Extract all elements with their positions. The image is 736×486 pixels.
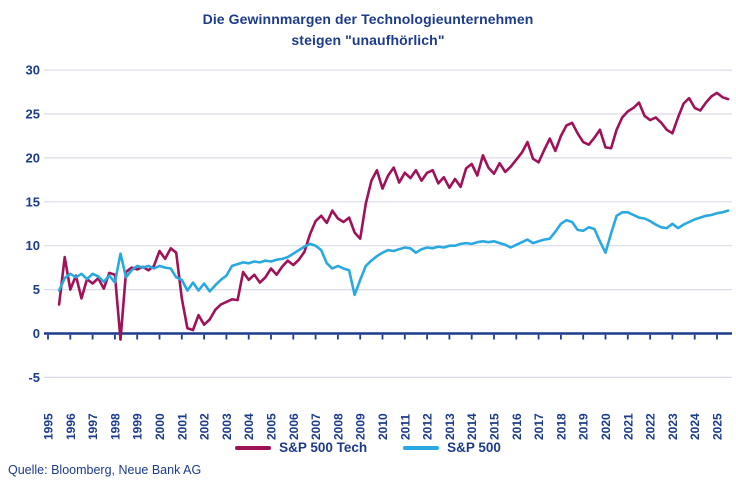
x-tick-label: 2018	[554, 413, 568, 440]
x-tick-label: 2013	[443, 413, 457, 440]
x-tick-label: 1998	[108, 413, 122, 440]
x-tick-label: 2000	[153, 413, 167, 440]
y-tick-label: -5	[28, 370, 40, 385]
x-tick-label: 2010	[376, 413, 390, 440]
legend-item-sp500: S&P 500	[403, 440, 501, 455]
x-tick-label: 1999	[131, 413, 145, 440]
y-tick-label: 25	[26, 107, 40, 122]
sp500-line-swatch	[403, 445, 440, 450]
y-tick-label: 30	[26, 63, 40, 78]
x-tick-label: 2011	[398, 414, 412, 440]
chart-title-line2: steigen "unaufhörlich"	[291, 32, 445, 48]
y-tick-label: 10	[26, 238, 40, 253]
x-tick-label: 2007	[309, 413, 323, 440]
x-tick-label: 2014	[465, 413, 479, 440]
x-tick-label: 2003	[220, 413, 234, 440]
x-tick-label: 2008	[331, 413, 345, 440]
chart-title-line1: Die Gewinnmargen der Technologieunterneh…	[202, 11, 534, 27]
x-tick-label: 1997	[86, 413, 100, 440]
x-tick-label: 2024	[688, 413, 702, 440]
x-tick-label: 2015	[488, 413, 502, 440]
x-tick-label: 2021	[621, 413, 635, 440]
legend-item-sp500-tech: S&P 500 Tech	[235, 440, 367, 455]
y-tick-label: 5	[33, 282, 40, 297]
sp500-tech-line-swatch	[235, 445, 272, 450]
source-note: Quelle: Bloomberg, Neue Bank AG	[8, 463, 202, 477]
x-tick-label: 2005	[265, 413, 279, 440]
x-tick-label: 2023	[666, 413, 680, 440]
x-tick-label: 2006	[287, 413, 301, 440]
x-tick-label: 1995	[42, 413, 56, 440]
x-tick-label: 2009	[354, 413, 368, 440]
y-tick-label: 20	[26, 150, 40, 165]
series-line-sp500-tech	[57, 91, 730, 341]
x-tick-label: 2002	[198, 413, 212, 440]
legend-label-sp500-tech: S&P 500 Tech	[279, 440, 368, 455]
x-tick-label: 2016	[510, 413, 524, 440]
y-tick-label: 15	[26, 194, 40, 209]
chart-title: Die Gewinnmargen der Technologieunterneh…	[0, 9, 736, 51]
legend: S&P 500 Tech S&P 500	[0, 440, 736, 455]
x-tick-label: 2001	[175, 413, 189, 440]
series-line-sp500	[57, 209, 730, 297]
x-tick-label: 2020	[599, 413, 613, 440]
x-tick-label: 2004	[242, 413, 256, 440]
x-tick-label: 2017	[532, 413, 546, 440]
x-tick-label: 2022	[644, 413, 658, 440]
x-tick-label: 2019	[577, 413, 591, 440]
legend-label-sp500: S&P 500	[447, 440, 501, 455]
x-tick-label: 2025	[711, 413, 725, 440]
x-tick-label: 2012	[421, 413, 435, 440]
y-tick-label: 0	[33, 326, 40, 341]
x-tick-label: 1996	[64, 413, 78, 440]
